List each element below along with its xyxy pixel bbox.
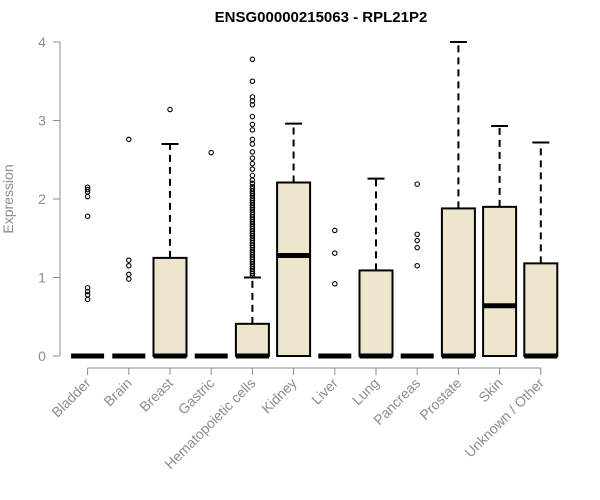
- outlier-point: [249, 121, 256, 128]
- outlier-point: [84, 296, 91, 303]
- x-tick-label: Breast: [136, 375, 176, 415]
- outlier-point: [249, 180, 256, 187]
- y-axis-label: Expression: [0, 164, 16, 233]
- box-group-unknown-other: [523, 141, 559, 359]
- box: [440, 207, 476, 357]
- outlier-point: [414, 231, 420, 238]
- x-tick-label: Kidney: [258, 375, 300, 417]
- outlier-point: [249, 177, 256, 183]
- x-tick-label: Liver: [308, 375, 341, 408]
- outlier-point: [249, 56, 256, 63]
- box-group-bladder: [71, 184, 105, 359]
- outlier-point: [332, 281, 338, 287]
- box: [358, 269, 394, 357]
- outlier-point: [84, 184, 91, 190]
- box: [234, 322, 270, 358]
- outlier-point: [332, 250, 338, 256]
- y-tick-label: 0: [38, 348, 46, 364]
- outlier-point: [84, 284, 91, 291]
- outlier-point: [208, 149, 214, 156]
- outlier-point: [84, 186, 91, 193]
- outlier-point: [84, 193, 91, 200]
- outlier-point: [126, 276, 132, 282]
- x-tick-label: Lung: [349, 375, 382, 408]
- y-tick-label: 1: [38, 270, 46, 286]
- y-tick-label: 2: [38, 191, 46, 207]
- outlier-point: [249, 136, 256, 143]
- outlier-point: [332, 227, 338, 234]
- outlier-point: [249, 172, 256, 179]
- outlier-point: [84, 292, 91, 298]
- x-tick-label: Prostate: [416, 375, 464, 423]
- box-group-prostate: [440, 41, 476, 359]
- box: [152, 256, 188, 357]
- box-group-kidney: [276, 122, 312, 357]
- box-group-gastric: [194, 149, 228, 359]
- plot-area: [71, 41, 559, 359]
- box-group-lung: [358, 177, 394, 359]
- outlier-point: [414, 237, 420, 244]
- outlier-point: [249, 113, 256, 120]
- box-group-pancreas: [400, 181, 434, 359]
- outlier-point: [126, 262, 132, 269]
- outlier-point: [249, 94, 256, 100]
- outlier-point: [126, 257, 132, 263]
- outlier-point: [249, 186, 256, 192]
- y-tick-label: 3: [38, 113, 46, 129]
- y-tick-label: 4: [38, 34, 46, 50]
- x-tick-label: Bladder: [48, 375, 94, 421]
- box: [482, 205, 518, 357]
- outlier-point: [249, 183, 256, 190]
- outlier-point: [249, 149, 256, 155]
- chart-title: ENSG00000215063 - RPL21P2: [215, 9, 428, 26]
- outlier-point: [84, 213, 91, 220]
- outlier-point: [126, 136, 132, 143]
- x-tick-label: Brain: [100, 375, 134, 409]
- box-group-hematopoietic-cells: [234, 56, 270, 359]
- outlier-point: [414, 181, 420, 187]
- box: [276, 181, 312, 357]
- outlier-point: [249, 78, 256, 85]
- outlier-point: [414, 244, 420, 251]
- outlier-point: [249, 160, 256, 167]
- outlier-point: [167, 106, 173, 113]
- outlier-point: [414, 262, 420, 269]
- outlier-point: [249, 127, 256, 133]
- outlier-point: [249, 155, 256, 161]
- box-group-breast: [152, 106, 188, 359]
- outlier-point: [249, 141, 256, 147]
- outlier-point: [126, 271, 132, 278]
- x-tick-label: Skin: [475, 375, 506, 406]
- y-axis: 0 1 2 3 4: [38, 34, 61, 364]
- outlier-point: [249, 166, 256, 172]
- box-group-skin: [482, 124, 518, 357]
- box: [523, 262, 559, 357]
- box-group-liver: [318, 227, 352, 359]
- box-group-brain: [112, 136, 146, 359]
